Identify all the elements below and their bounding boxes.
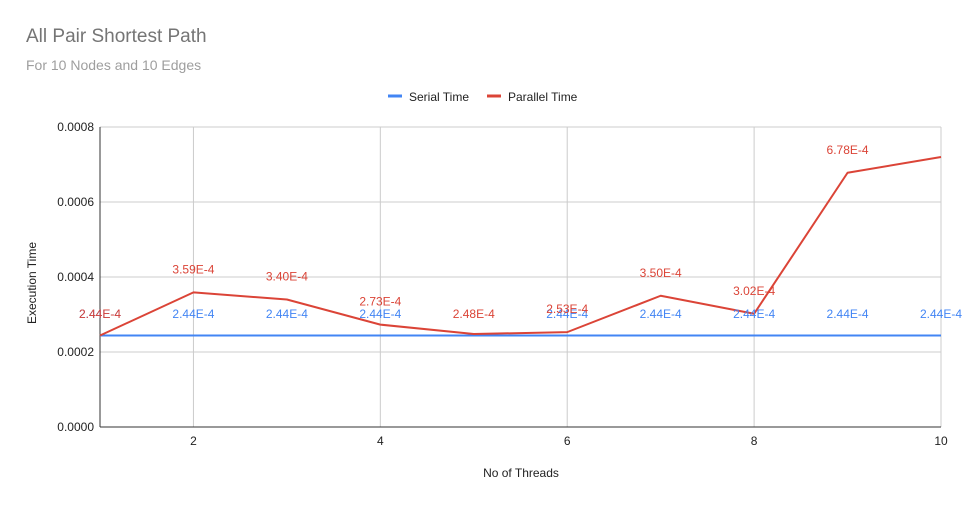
data-label: 2.44E-4 [172,307,214,321]
legend-label: Parallel Time [508,90,578,104]
data-label: 2.44E-4 [266,307,308,321]
y-tick-label: 0.0004 [57,270,94,284]
data-label: 2.44E-4 [359,307,401,321]
chart-subtitle: For 10 Nodes and 10 Edges [26,57,202,73]
data-label: 3.02E-4 [733,284,775,298]
data-labels: 2.44E-4 2.44E-4 2.44E-4 2.44E-4 2.44E-4 2.44E… [79,143,962,321]
data-label: 2.44E-4 [827,307,869,321]
data-label: 2.44E-4 [79,307,121,321]
y-tick-label: 0.0006 [57,195,94,209]
legend: Serial Time Parallel Time [388,90,578,104]
legend-label: Serial Time [409,90,469,104]
x-tick-label: 6 [564,434,571,448]
y-tick-label: 0.0000 [57,420,94,434]
series-line-parallel-time [99,156,942,337]
y-tick-label: 0.0002 [57,345,94,359]
data-label: 2.44E-4 [546,307,588,321]
data-label: 2.73E-4 [359,295,401,309]
x-tick-label: 4 [377,434,384,448]
x-tick-label: 10 [934,434,948,448]
x-tick-label: 2 [190,434,197,448]
y-tick-label: 0.0008 [57,120,94,134]
data-label: 2.48E-4 [453,307,495,321]
data-label: 3.50E-4 [640,266,682,280]
y-axis-title: Execution Time [25,242,39,324]
x-axis-title: No of Threads [483,466,559,480]
chart-title: All Pair Shortest Path [26,26,207,47]
data-label: 2.44E-4 [733,307,775,321]
axes: 0.0000 0.0002 0.0004 0.0006 0.0008 2 4 6 8 10 [57,120,948,448]
x-tick-label: 8 [751,434,758,448]
data-label: 2.53E-4 [546,302,588,316]
gridlines [100,126,942,428]
data-label: 3.59E-4 [172,262,214,276]
data-label: 2.44E-4 [640,307,682,321]
series-lines [99,156,942,337]
data-label: 3.40E-4 [266,270,308,284]
data-label: 2.44E-4 [79,307,121,321]
data-label: 2.44E-4 [920,307,962,321]
data-label: 6.78E-4 [827,143,869,157]
